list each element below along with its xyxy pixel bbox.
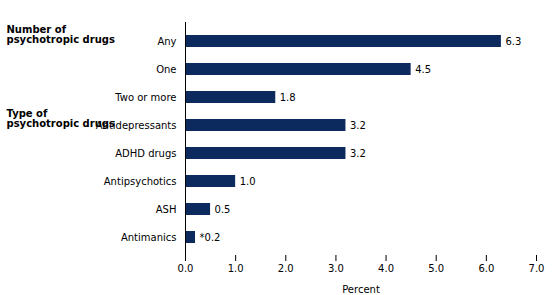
svg-text:5.0: 5.0 (428, 263, 444, 274)
svg-text:6.3: 6.3 (505, 36, 521, 47)
svg-text:Two or more: Two or more (114, 92, 176, 103)
svg-text:One: One (156, 64, 176, 75)
svg-text:0.5: 0.5 (215, 204, 231, 215)
svg-text:1.0: 1.0 (228, 263, 244, 274)
svg-text:Percent: Percent (342, 284, 380, 295)
svg-text:7.0: 7.0 (529, 263, 545, 274)
svg-text:Any: Any (157, 36, 176, 47)
svg-text:4.0: 4.0 (378, 263, 394, 274)
svg-text:1.0: 1.0 (240, 176, 256, 187)
svg-text:Antimanics: Antimanics (121, 232, 177, 243)
svg-text:2.0: 2.0 (278, 263, 294, 274)
svg-text:Number ofpsychotropic drugs: Number ofpsychotropic drugs (7, 24, 115, 45)
svg-text:0.0: 0.0 (178, 263, 194, 274)
svg-text:4.5: 4.5 (415, 64, 431, 75)
svg-text:ASH: ASH (156, 204, 177, 215)
svg-text:3.0: 3.0 (328, 263, 344, 274)
svg-text:*0.2: *0.2 (200, 232, 221, 243)
svg-text:ADHD drugs: ADHD drugs (115, 148, 176, 159)
svg-text:Type ofpsychotropic drugs: Type ofpsychotropic drugs (7, 108, 115, 129)
svg-text:Antidepressants: Antidepressants (95, 119, 177, 131)
svg-text:6.0: 6.0 (478, 263, 494, 274)
svg-text:3.2: 3.2 (350, 120, 366, 131)
svg-text:Antipsychotics: Antipsychotics (104, 176, 177, 187)
svg-text:1.8: 1.8 (280, 92, 296, 103)
svg-text:3.2: 3.2 (350, 148, 366, 159)
